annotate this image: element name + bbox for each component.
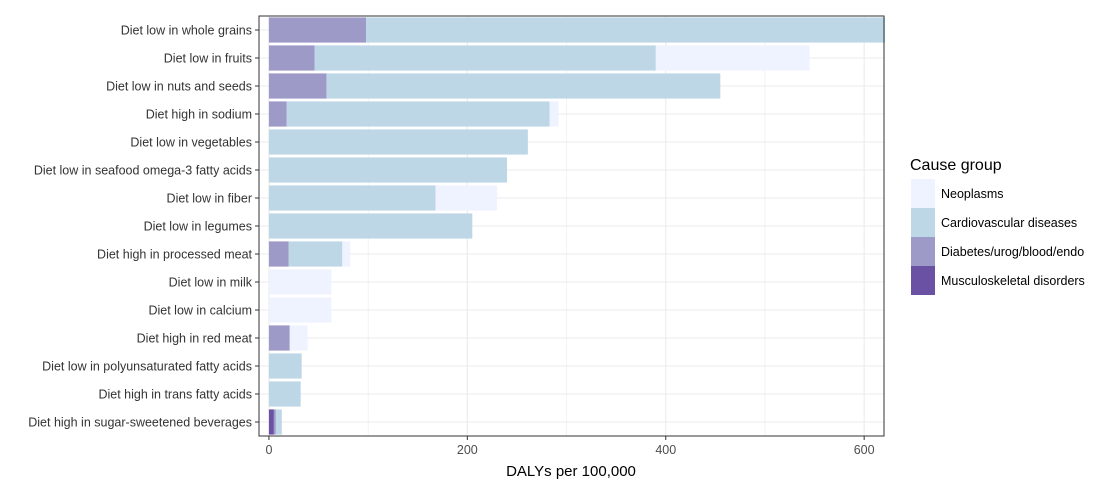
bar-segment-diabetes-urog-blood-endo [268, 45, 315, 71]
legend-swatch-neoplasms [911, 179, 935, 208]
bar-segment-diabetes-urog-blood-endo [268, 101, 287, 127]
legend-label: Musculoskeletal disorders [941, 274, 1085, 288]
bar-segment-neoplasms [435, 185, 498, 211]
bar-segment-neoplasms [549, 101, 559, 127]
bar-segment-diabetes-urog-blood-endo [268, 241, 289, 267]
legend: Cause group Neoplasms Cardiovascular dise… [910, 157, 1085, 295]
category-label: Diet low in legumes [144, 220, 252, 234]
bars [268, 17, 885, 435]
bar-segment-cardiovascular-diseases [268, 185, 436, 211]
category-label: Diet high in processed meat [97, 248, 252, 262]
bar-segment-neoplasms [289, 325, 308, 351]
bar-segment-neoplasms [655, 45, 810, 71]
category-label: Diet low in vegetables [130, 136, 252, 150]
bar-segment-cardiovascular-diseases [275, 409, 282, 435]
bar-segment-musculoskeletal-disorders [268, 409, 274, 435]
category-label: Diet high in red meat [137, 332, 253, 346]
bar-segment-neoplasms [268, 269, 332, 295]
bar-segment-neoplasms [342, 241, 351, 267]
legend-swatch-musculoskeletal-disorders [911, 266, 935, 295]
bar-segment-cardiovascular-diseases [268, 213, 473, 239]
x-axis-title: DALYs per 100,000 [506, 463, 636, 480]
category-labels: Diet low in whole grains Diet low in frui… [28, 24, 259, 430]
category-label: Diet low in polyunsaturated fatty acids [42, 360, 252, 374]
x-axis-ticks: 0 200 400 600 [265, 436, 875, 457]
category-label: Diet low in nuts and seeds [106, 80, 252, 94]
legend-title: Cause group [910, 157, 1002, 174]
category-label: Diet high in sugar-sweetened beverages [28, 416, 252, 430]
legend-swatch-diabetes-urog-blood-endo [911, 237, 935, 266]
bar-segment-neoplasms [268, 297, 332, 323]
bar-segment-cardiovascular-diseases [314, 45, 656, 71]
category-label: Diet low in milk [169, 276, 253, 290]
legend-label: Cardiovascular diseases [941, 216, 1077, 230]
x-tick-label: 600 [854, 443, 875, 457]
bar-segment-cardiovascular-diseases [288, 241, 343, 267]
bar-segment-cardiovascular-diseases [268, 381, 301, 407]
bar-segment-diabetes-urog-blood-endo [268, 17, 367, 43]
category-label: Diet low in fiber [167, 192, 252, 206]
bar-segment-cardiovascular-diseases [326, 73, 721, 99]
x-tick-label: 0 [265, 443, 272, 457]
bar-segment-diabetes-urog-blood-endo [273, 409, 276, 435]
legend-label: Diabetes/urog/blood/endo [941, 245, 1084, 259]
category-label: Diet high in trans fatty acids [98, 388, 252, 402]
category-label: Diet high in sodium [146, 108, 252, 122]
category-label: Diet low in seafood omega-3 fatty acids [34, 164, 252, 178]
x-tick-label: 400 [655, 443, 676, 457]
bar-segment-cardiovascular-diseases [268, 129, 528, 155]
category-label: Diet low in calcium [148, 304, 252, 318]
legend-label: Neoplasms [941, 187, 1004, 201]
bar-segment-diabetes-urog-blood-endo [268, 73, 327, 99]
bar-segment-diabetes-urog-blood-endo [268, 325, 290, 351]
bar-segment-cardiovascular-diseases [268, 353, 302, 379]
category-label: Diet low in whole grains [121, 24, 252, 38]
legend-swatch-cardiovascular-diseases [911, 208, 935, 237]
bar-segment-cardiovascular-diseases [366, 17, 885, 43]
x-tick-label: 200 [457, 443, 478, 457]
bar-segment-cardiovascular-diseases [268, 157, 508, 183]
category-label: Diet low in fruits [164, 52, 252, 66]
bar-segment-cardiovascular-diseases [286, 101, 550, 127]
